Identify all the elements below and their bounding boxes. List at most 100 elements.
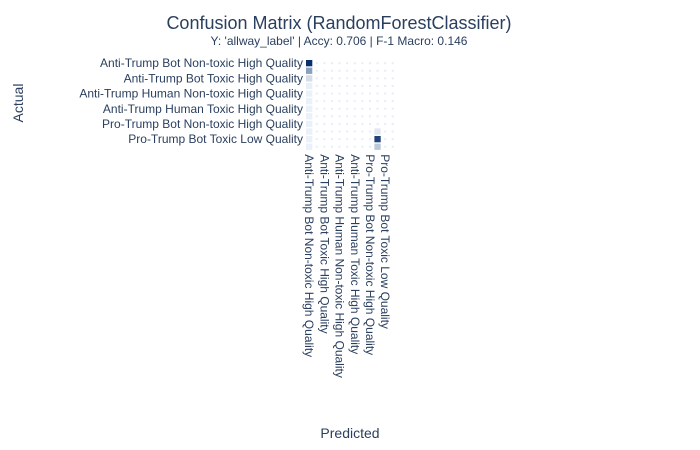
heatmap-cell[interactable] xyxy=(338,69,341,72)
heatmap-cell[interactable] xyxy=(330,62,333,65)
heatmap-cell[interactable] xyxy=(338,92,341,95)
heatmap-cell[interactable] xyxy=(323,145,326,148)
heatmap-cell[interactable] xyxy=(391,115,394,118)
heatmap-cell[interactable] xyxy=(361,107,364,110)
heatmap-cell[interactable] xyxy=(391,100,394,103)
heatmap-cell[interactable] xyxy=(323,122,326,125)
heatmap-cell[interactable] xyxy=(384,77,387,80)
heatmap-cell[interactable] xyxy=(323,100,326,103)
heatmap-cell[interactable] xyxy=(391,69,394,72)
heatmap-cell[interactable] xyxy=(323,115,326,118)
heatmap-cell[interactable] xyxy=(330,77,333,80)
heatmap-cell[interactable] xyxy=(338,122,341,125)
heatmap-cell[interactable] xyxy=(306,67,313,74)
heatmap-cell[interactable] xyxy=(346,84,349,87)
heatmap-cell[interactable] xyxy=(376,69,379,72)
heatmap-cell[interactable] xyxy=(391,107,394,110)
heatmap-cell[interactable] xyxy=(315,130,318,133)
heatmap-cell[interactable] xyxy=(384,122,387,125)
heatmap-cell[interactable] xyxy=(361,84,364,87)
heatmap-cell[interactable] xyxy=(368,115,371,118)
heatmap-cell[interactable] xyxy=(368,69,371,72)
heatmap-cell[interactable] xyxy=(368,130,371,133)
heatmap-cell[interactable] xyxy=(353,100,356,103)
heatmap-cell[interactable] xyxy=(346,62,349,65)
heatmap-cell[interactable] xyxy=(391,84,394,87)
heatmap-cell[interactable] xyxy=(315,107,318,110)
heatmap-cell[interactable] xyxy=(315,62,318,65)
heatmap-cell[interactable] xyxy=(330,138,333,141)
heatmap-cell[interactable] xyxy=(330,130,333,133)
heatmap-cell[interactable] xyxy=(384,69,387,72)
heatmap-cell[interactable] xyxy=(376,107,379,110)
heatmap-cell[interactable] xyxy=(306,136,313,143)
heatmap-cell[interactable] xyxy=(353,84,356,87)
heatmap-cell[interactable] xyxy=(384,115,387,118)
heatmap-cell[interactable] xyxy=(374,136,381,143)
heatmap-cell[interactable] xyxy=(353,130,356,133)
heatmap-cell[interactable] xyxy=(315,69,318,72)
heatmap-cell[interactable] xyxy=(330,92,333,95)
heatmap-cell[interactable] xyxy=(338,62,341,65)
heatmap-cell[interactable] xyxy=(306,90,313,97)
heatmap-cell[interactable] xyxy=(391,130,394,133)
heatmap-cell[interactable] xyxy=(323,69,326,72)
heatmap-cell[interactable] xyxy=(315,145,318,148)
heatmap-cell[interactable] xyxy=(376,100,379,103)
heatmap-cell[interactable] xyxy=(306,105,313,112)
heatmap-cell[interactable] xyxy=(323,84,326,87)
heatmap-cell[interactable] xyxy=(338,77,341,80)
heatmap-cell[interactable] xyxy=(384,100,387,103)
heatmap-cell[interactable] xyxy=(330,84,333,87)
heatmap-cell[interactable] xyxy=(353,69,356,72)
heatmap-cell[interactable] xyxy=(376,62,379,65)
heatmap-cell[interactable] xyxy=(315,92,318,95)
heatmap-cell[interactable] xyxy=(306,143,313,150)
heatmap-cell[interactable] xyxy=(323,138,326,141)
heatmap-cell[interactable] xyxy=(391,77,394,80)
heatmap-cell[interactable] xyxy=(384,107,387,110)
heatmap-cell[interactable] xyxy=(306,120,313,128)
heatmap-cell[interactable] xyxy=(368,138,371,141)
heatmap-cell[interactable] xyxy=(323,107,326,110)
heatmap-cell[interactable] xyxy=(391,62,394,65)
heatmap-cell[interactable] xyxy=(361,122,364,125)
heatmap-cell[interactable] xyxy=(353,115,356,118)
heatmap-cell[interactable] xyxy=(346,69,349,72)
heatmap-cell[interactable] xyxy=(391,145,394,148)
heatmap-cell[interactable] xyxy=(384,130,387,133)
heatmap-cell[interactable] xyxy=(361,62,364,65)
heatmap-cell[interactable] xyxy=(315,122,318,125)
heatmap-cell[interactable] xyxy=(384,62,387,65)
heatmap-cell[interactable] xyxy=(368,100,371,103)
heatmap-cell[interactable] xyxy=(346,138,349,141)
heatmap-cell[interactable] xyxy=(384,92,387,95)
heatmap-cell[interactable] xyxy=(346,122,349,125)
heatmap-cell[interactable] xyxy=(361,77,364,80)
heatmap-cell[interactable] xyxy=(338,84,341,87)
heatmap-cell[interactable] xyxy=(330,69,333,72)
heatmap-cell[interactable] xyxy=(306,113,313,120)
heatmap-cell[interactable] xyxy=(323,62,326,65)
heatmap-cell[interactable] xyxy=(353,107,356,110)
heatmap-cell[interactable] xyxy=(338,145,341,148)
heatmap-cell[interactable] xyxy=(361,100,364,103)
heatmap-cell[interactable] xyxy=(368,62,371,65)
heatmap-cell[interactable] xyxy=(353,92,356,95)
heatmap-cell[interactable] xyxy=(330,107,333,110)
heatmap-cell[interactable] xyxy=(361,69,364,72)
heatmap-cell[interactable] xyxy=(353,145,356,148)
heatmap-cell[interactable] xyxy=(323,92,326,95)
heatmap-cell[interactable] xyxy=(346,130,349,133)
heatmap-cell[interactable] xyxy=(346,77,349,80)
heatmap-cell[interactable] xyxy=(374,143,381,150)
heatmap-cell[interactable] xyxy=(330,122,333,125)
heatmap-cell[interactable] xyxy=(315,115,318,118)
heatmap-cell[interactable] xyxy=(338,115,341,118)
heatmap-cell[interactable] xyxy=(306,75,313,82)
heatmap-cell[interactable] xyxy=(315,100,318,103)
heatmap-cell[interactable] xyxy=(330,100,333,103)
heatmap-cell[interactable] xyxy=(330,115,333,118)
heatmap-cell[interactable] xyxy=(391,92,394,95)
heatmap-cell[interactable] xyxy=(353,122,356,125)
